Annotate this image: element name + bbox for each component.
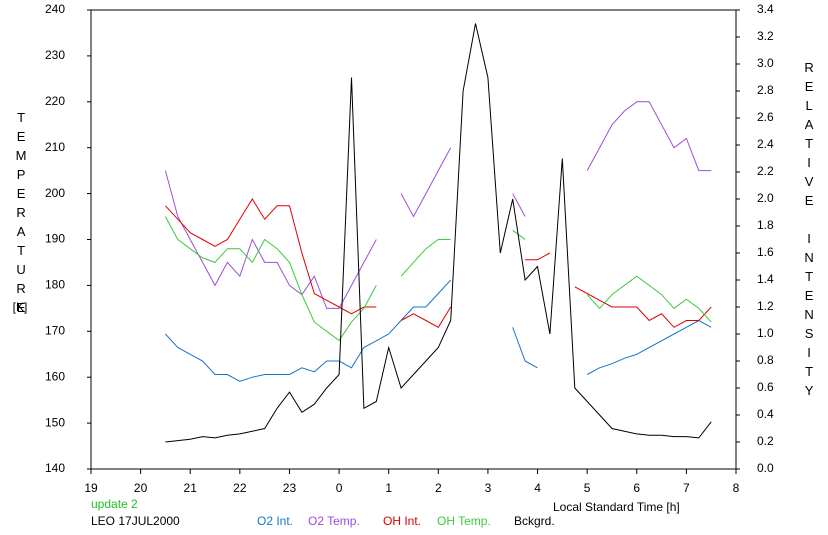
x-tick-label: 2 bbox=[435, 481, 442, 495]
x-tick-label: 21 bbox=[184, 481, 198, 495]
y2-tick-label: 0.6 bbox=[757, 380, 774, 394]
y2-tick-label: 1.0 bbox=[757, 326, 774, 340]
y2-tick-label: 0.2 bbox=[757, 434, 774, 448]
legend-entry: OH Temp. bbox=[437, 514, 491, 528]
y2-tick-label: 1.8 bbox=[757, 218, 774, 232]
y2-tick-label: 1.6 bbox=[757, 245, 774, 259]
annotation: update 2 bbox=[91, 497, 138, 511]
x-tick-label: 20 bbox=[134, 481, 148, 495]
series-line bbox=[164, 101, 712, 309]
legend-entry: O2 Temp. bbox=[308, 514, 360, 528]
series-line bbox=[164, 216, 712, 342]
plot-frame bbox=[90, 9, 737, 470]
series-line bbox=[165, 279, 712, 382]
series-line bbox=[165, 23, 712, 443]
y-tick-label: 220 bbox=[45, 94, 65, 108]
y2-tick-label: 2.4 bbox=[757, 137, 774, 151]
y-axis-unit: [K] bbox=[13, 300, 28, 314]
y-axis-label: TEMPERATURE bbox=[14, 110, 29, 319]
series-line bbox=[165, 198, 712, 328]
x-axis-label: Local Standard Time [h] bbox=[553, 500, 680, 514]
y-tick-label: 240 bbox=[45, 2, 65, 16]
x-tick-label: 22 bbox=[233, 481, 247, 495]
y2-tick-label: 2.0 bbox=[757, 191, 774, 205]
y2-tick-label: 1.2 bbox=[757, 299, 774, 313]
x-tick-label: 23 bbox=[283, 481, 297, 495]
x-tick-label: 3 bbox=[485, 481, 492, 495]
y-tick-label: 160 bbox=[45, 369, 65, 383]
y-tick-label: 210 bbox=[45, 140, 65, 154]
y-tick-label: 200 bbox=[45, 186, 65, 200]
y2-axis-label: RELATIVE INTENSITY bbox=[802, 60, 817, 402]
y-tick-label: 140 bbox=[45, 461, 65, 475]
y2-tick-label: 3.2 bbox=[757, 29, 774, 43]
x-tick-label: 19 bbox=[84, 481, 98, 495]
y-tick-label: 170 bbox=[45, 323, 65, 337]
legend-entry: OH Int. bbox=[383, 514, 421, 528]
y2-tick-label: 2.6 bbox=[757, 110, 774, 124]
y2-tick-label: 0.4 bbox=[757, 407, 774, 421]
x-tick-label: 0 bbox=[336, 481, 343, 495]
y2-tick-label: 0.0 bbox=[757, 461, 774, 475]
y2-tick-label: 3.0 bbox=[757, 56, 774, 70]
x-tick-label: 1 bbox=[385, 481, 392, 495]
y2-tick-label: 3.4 bbox=[757, 2, 774, 16]
annotation: LEO 17JUL2000 bbox=[91, 514, 180, 528]
y2-tick-label: 2.8 bbox=[757, 83, 774, 97]
x-tick-label: 4 bbox=[534, 481, 541, 495]
legend-entry: Bckgrd. bbox=[514, 514, 555, 528]
x-tick-label: 8 bbox=[733, 481, 740, 495]
y-tick-label: 230 bbox=[45, 48, 65, 62]
x-tick-label: 6 bbox=[633, 481, 640, 495]
y-tick-label: 150 bbox=[45, 415, 65, 429]
x-tick-label: 5 bbox=[584, 481, 591, 495]
y-tick-label: 180 bbox=[45, 278, 65, 292]
legend-entry: O2 Int. bbox=[257, 514, 293, 528]
y-tick-label: 190 bbox=[45, 232, 65, 246]
y2-tick-label: 0.8 bbox=[757, 353, 774, 367]
x-tick-label: 7 bbox=[683, 481, 690, 495]
y2-tick-label: 1.4 bbox=[757, 272, 774, 286]
y2-tick-label: 2.2 bbox=[757, 164, 774, 178]
